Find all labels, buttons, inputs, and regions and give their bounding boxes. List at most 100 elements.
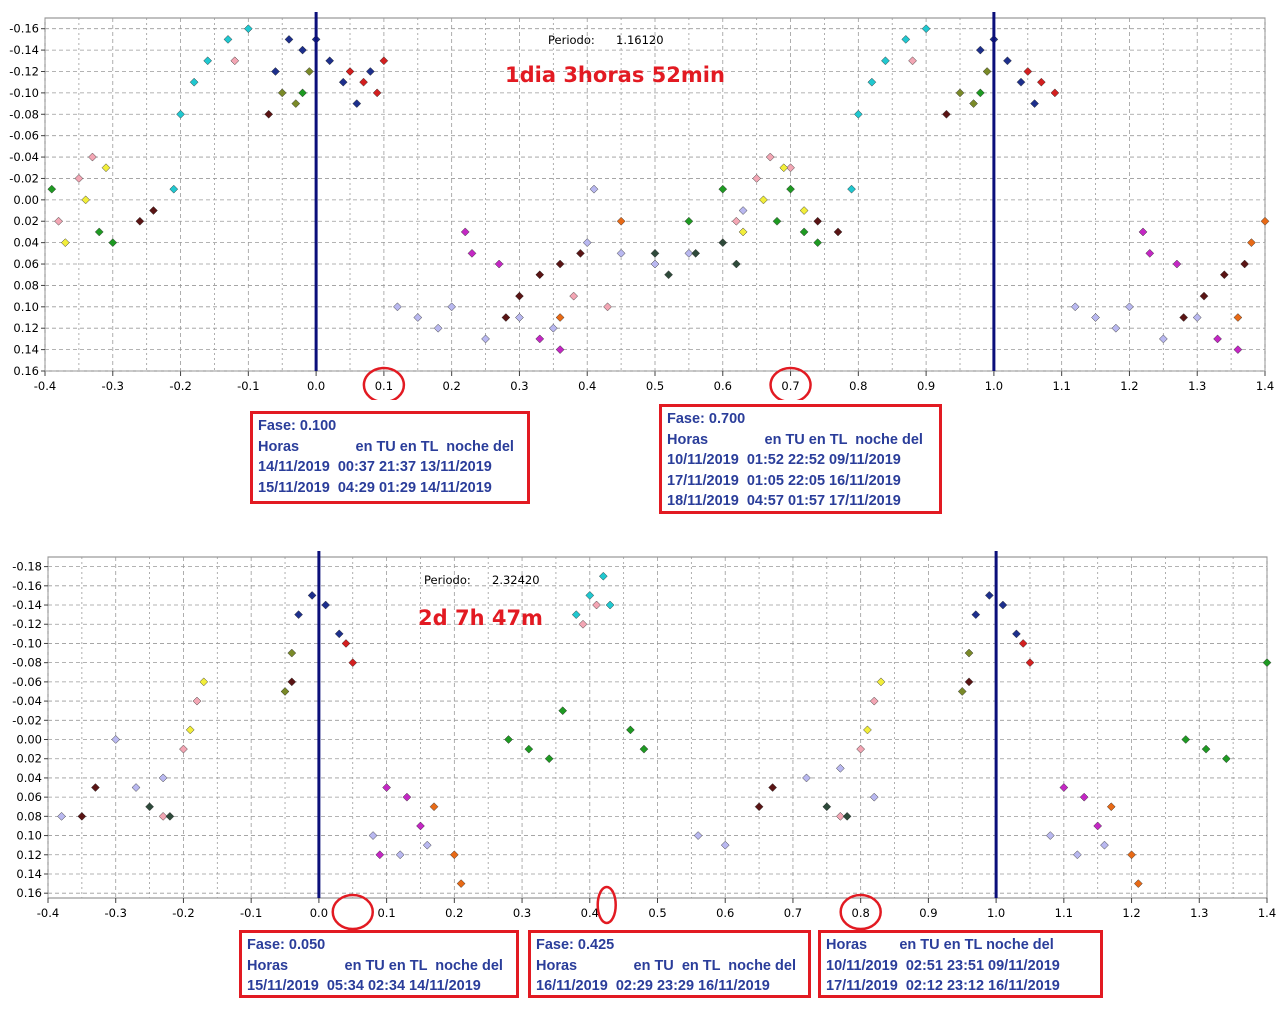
x-tick-label: 0.5 — [648, 906, 666, 920]
data-point — [1127, 850, 1136, 860]
data-point — [416, 821, 425, 831]
y-tick-label: 0.14 — [16, 867, 42, 881]
data-point — [1016, 77, 1026, 87]
data-point — [169, 184, 179, 194]
data-point — [1201, 744, 1211, 754]
data-point — [571, 610, 581, 619]
data-point — [1240, 259, 1250, 269]
data-point — [1192, 313, 1202, 322]
x-tick-label: -0.2 — [169, 379, 191, 393]
data-point — [149, 206, 158, 215]
data-point — [379, 56, 389, 66]
data-point — [786, 163, 795, 173]
data-point — [47, 184, 57, 194]
data-point — [768, 783, 777, 792]
data-point — [515, 313, 524, 322]
data-point — [1018, 639, 1028, 648]
info-row: 10/11/2019 02:51 23:51 09/11/2019 — [826, 957, 1060, 974]
data-point — [287, 648, 297, 658]
data-point — [731, 216, 741, 226]
data-point — [277, 88, 287, 98]
data-point — [1133, 879, 1143, 888]
data-point — [368, 831, 378, 840]
data-point — [501, 313, 511, 322]
data-point — [799, 227, 809, 237]
phase-info-box-0425: Fase: 0.425 Horas en TU en TL noche del … — [528, 930, 811, 998]
x-tick-label: 1.4 — [1256, 379, 1274, 393]
data-point — [185, 725, 195, 735]
data-point — [1233, 313, 1243, 322]
x-tick-label: 0.9 — [919, 906, 937, 920]
phase-info-box-0100: Fase: 0.100 Horas en TU en TL noche del … — [250, 411, 530, 504]
data-point — [1023, 67, 1033, 76]
data-point — [684, 216, 694, 226]
data-point — [101, 163, 111, 173]
data-point — [592, 600, 601, 610]
x-tick-label: 1.3 — [1190, 906, 1208, 920]
data-point — [271, 67, 280, 76]
data-point — [481, 334, 490, 344]
data-point — [616, 216, 626, 226]
y-tick-label: 0.14 — [13, 343, 39, 357]
data-point — [869, 792, 879, 802]
x-tick-label: 0.5 — [646, 379, 664, 393]
data-point — [693, 831, 703, 840]
data-point — [835, 811, 845, 821]
data-point — [460, 227, 470, 237]
data-point — [718, 184, 728, 194]
x-tick-label: 0.8 — [849, 379, 867, 393]
data-point — [1100, 840, 1109, 850]
x-tick-label: 0.9 — [917, 379, 935, 393]
y-tick-label: -0.08 — [9, 107, 39, 121]
data-point — [984, 591, 994, 600]
data-point — [179, 744, 188, 754]
data-point — [589, 184, 599, 194]
y-tick-label: -0.10 — [9, 86, 39, 100]
y-tick-label: 0.02 — [16, 752, 42, 766]
data-point — [969, 99, 978, 108]
data-point — [467, 248, 477, 258]
data-point — [639, 744, 649, 754]
data-point — [284, 35, 294, 44]
data-point — [765, 152, 775, 162]
data-point — [345, 67, 355, 76]
data-point — [131, 783, 141, 792]
data-point — [847, 184, 856, 194]
info-row: 18/11/2019 04:57 01:57 17/11/2019 — [667, 493, 901, 509]
data-point — [1145, 248, 1155, 258]
data-point — [494, 259, 504, 269]
y-tick-label: 0.08 — [16, 809, 42, 823]
data-point — [598, 571, 608, 581]
circled-phase-tick — [596, 885, 617, 925]
data-point — [1045, 831, 1055, 840]
data-point — [158, 811, 168, 821]
data-point — [223, 35, 233, 44]
data-point — [555, 313, 565, 322]
data-point — [54, 216, 63, 226]
data-point — [555, 259, 565, 269]
data-point — [91, 783, 100, 792]
data-point — [1213, 334, 1222, 344]
data-point — [544, 754, 554, 764]
data-point — [833, 227, 843, 237]
phase-info-box-0700: Fase: 0.700 Horas en TU en TL noche del … — [659, 404, 942, 514]
y-tick-label: -0.16 — [12, 579, 42, 593]
y-tick-label: 0.00 — [13, 193, 39, 207]
data-point — [1079, 792, 1089, 802]
data-point — [382, 783, 391, 792]
y-tick-label: -0.06 — [9, 129, 39, 143]
data-point — [605, 600, 615, 610]
y-tick-label: -0.04 — [12, 694, 42, 708]
data-point — [145, 802, 154, 812]
x-tick-label: 0.6 — [714, 379, 732, 393]
y-tick-label: -0.12 — [12, 617, 42, 631]
data-point — [111, 735, 121, 744]
data-point — [786, 184, 795, 194]
data-point — [731, 259, 741, 269]
y-tick-label: -0.02 — [12, 713, 42, 727]
x-tick-label: 1.1 — [1053, 379, 1071, 393]
data-point — [375, 850, 385, 860]
y-tick-label: 0.12 — [13, 321, 39, 335]
x-tick-label: 0.0 — [310, 906, 328, 920]
data-point — [975, 88, 985, 98]
